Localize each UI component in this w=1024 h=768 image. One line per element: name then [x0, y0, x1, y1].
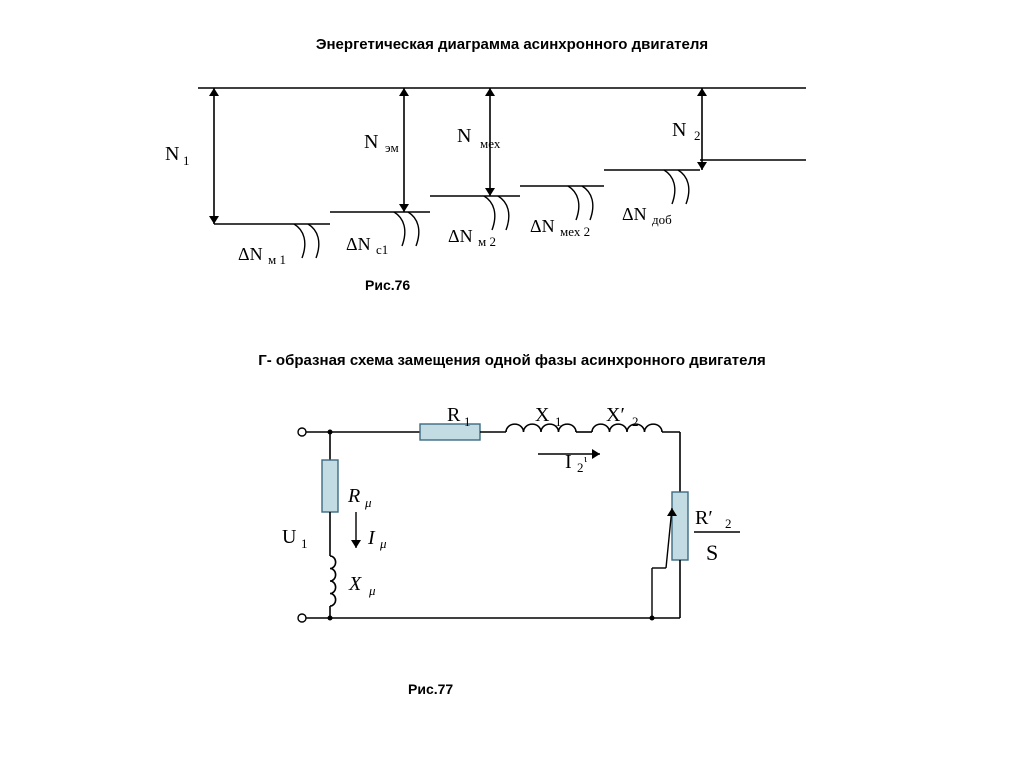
svg-text:м 1: м 1: [268, 252, 286, 267]
svg-text:2: 2: [577, 460, 584, 475]
svg-text:Рис.76: Рис.76: [365, 277, 410, 293]
svg-text:1: 1: [183, 153, 190, 168]
svg-text:м 2: м 2: [478, 234, 496, 249]
svg-text:2: 2: [725, 516, 732, 531]
svg-text:2: 2: [632, 414, 639, 429]
diagram-canvas: ΔNм 1ΔNс1ΔNм 2ΔNмех 2ΔNдобN1NэмNмехN2Рис…: [0, 0, 1024, 768]
svg-text:R: R: [347, 485, 360, 507]
svg-text:S: S: [706, 540, 718, 565]
svg-text:ΔN: ΔN: [346, 234, 371, 254]
svg-text:1: 1: [555, 414, 562, 429]
svg-text:I: I: [565, 451, 572, 473]
svg-text:ΔN: ΔN: [622, 204, 647, 224]
svg-text:N: N: [457, 125, 471, 147]
svg-text:N: N: [364, 131, 378, 153]
svg-text:X: X: [348, 573, 362, 595]
svg-text:мех 2: мех 2: [560, 224, 590, 239]
svg-text:I: I: [367, 527, 376, 549]
svg-text:Рис.77: Рис.77: [408, 681, 453, 697]
svg-text:N: N: [165, 143, 179, 165]
svg-text:1: 1: [301, 536, 308, 551]
svg-text:X′: X′: [606, 404, 625, 426]
equivalent-circuit: U1R1X1X′2I2ιRμIμXμR′2SРис.77: [282, 404, 740, 697]
svg-text:N: N: [672, 119, 686, 141]
svg-text:ΔN: ΔN: [448, 226, 473, 246]
svg-text:ΔN: ΔN: [238, 244, 263, 264]
svg-text:ΔN: ΔN: [530, 216, 555, 236]
svg-text:μ: μ: [364, 495, 372, 510]
energy-diagram: ΔNм 1ΔNс1ΔNм 2ΔNмех 2ΔNдобN1NэмNмехN2Рис…: [165, 88, 806, 293]
svg-text:U: U: [282, 526, 297, 548]
svg-text:1: 1: [464, 414, 471, 429]
svg-text:эм: эм: [385, 140, 399, 155]
svg-text:X: X: [535, 404, 550, 426]
svg-text:R: R: [447, 404, 461, 426]
svg-text:доб: доб: [652, 212, 672, 227]
svg-text:с1: с1: [376, 242, 388, 257]
svg-text:μ: μ: [379, 536, 387, 551]
svg-text:μ: μ: [368, 583, 376, 598]
svg-text:R′: R′: [695, 507, 713, 529]
svg-text:2: 2: [694, 128, 701, 143]
svg-text:мех: мех: [480, 136, 501, 151]
svg-text:ι: ι: [584, 453, 587, 465]
